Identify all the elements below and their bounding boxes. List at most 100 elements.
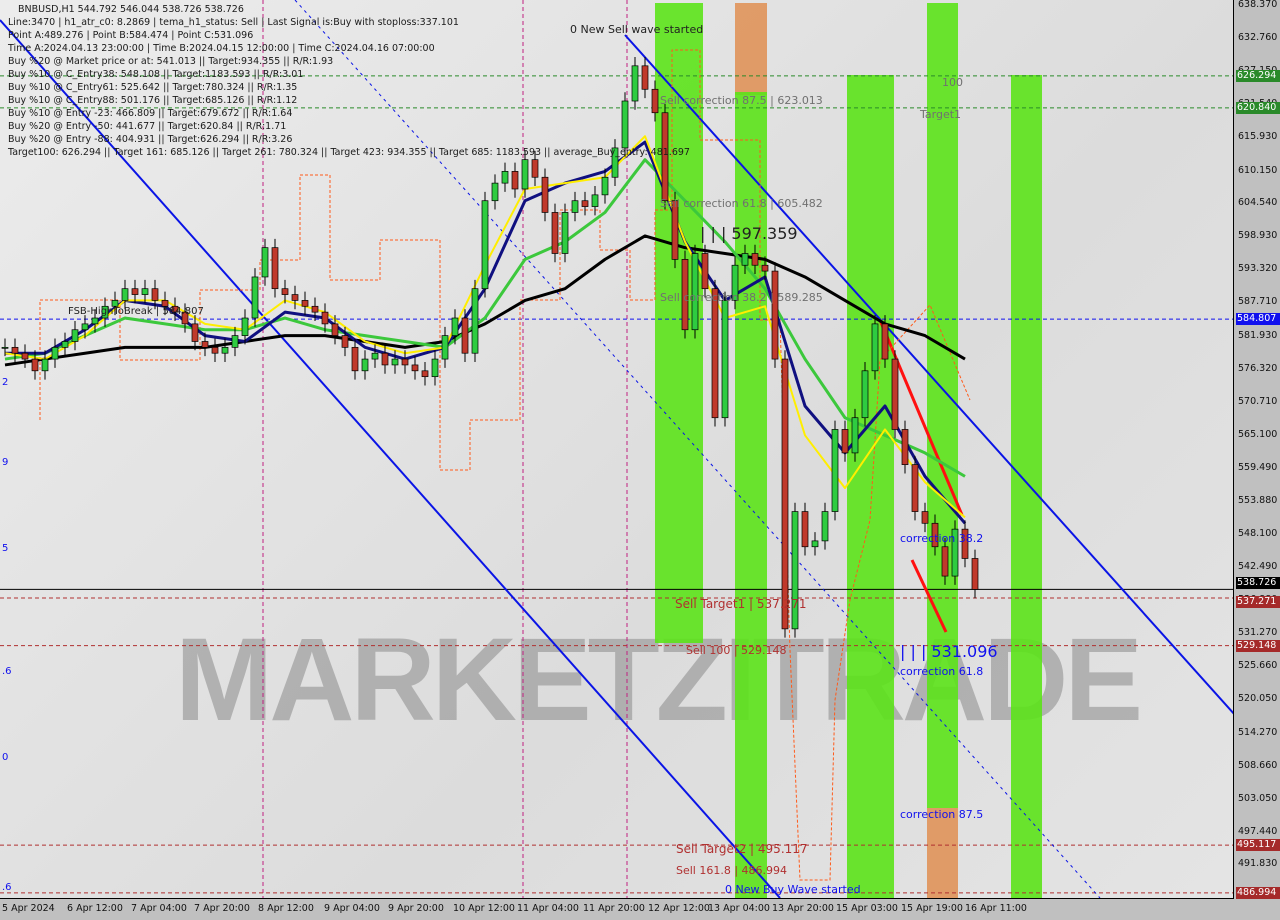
candle-body [121, 288, 129, 301]
candle-body [951, 528, 959, 577]
label-correction-61: correction 61.8 [900, 665, 984, 678]
signal-band [847, 75, 894, 898]
candle-body [151, 288, 159, 301]
price-tag: 537.271 [1236, 595, 1280, 608]
chart-plot-area[interactable]: MARKETZITRADE BNBUSD,H1 544.792 546.044 … [0, 0, 1234, 899]
info-line: Buy %20 @ Market price or at: 541.013 ||… [8, 56, 334, 67]
y-tick-label: 520.050 [1238, 692, 1278, 704]
candle-body [821, 511, 829, 542]
y-tick-label: 565.100 [1238, 428, 1278, 440]
label-sell-correction-87: Sell correction 87.5 | 623.013 [660, 94, 823, 107]
candle-body [471, 288, 479, 354]
label-fsb: FSB-HighToBreak | 584.807 [68, 306, 204, 317]
y-tick-label: 598.930 [1238, 230, 1278, 242]
candle-body [351, 346, 359, 372]
candle-body [241, 317, 249, 336]
candle-body [491, 182, 499, 202]
price-tag: 529.148 [1236, 639, 1280, 652]
wave-line [910, 559, 948, 633]
label-correction-38: correction 38.2 [900, 532, 984, 545]
candle-body [301, 300, 309, 307]
x-tick-label: 13 Apr 04:00 [708, 903, 770, 914]
candle-body [441, 335, 449, 360]
y-tick-label: 615.930 [1238, 130, 1278, 142]
wave-line [878, 319, 964, 516]
candle-body [291, 294, 299, 301]
moving-average-line [4, 158, 966, 478]
candle-body [601, 176, 609, 196]
candle-body [541, 176, 549, 213]
candle-body [161, 300, 169, 307]
x-tick-label: 6 Apr 12:00 [67, 903, 123, 914]
label-new-buy-wave: 0 New Buy Wave started [725, 883, 861, 896]
label-100: 100 [942, 76, 963, 89]
label-sell-correction-38: Sell correction 38.2 | 589.285 [660, 291, 823, 304]
candle-body [671, 200, 679, 260]
y-tick-label: 632.760 [1238, 31, 1278, 43]
y-tick-label: 576.320 [1238, 362, 1278, 374]
y-tick-label: 604.540 [1238, 197, 1278, 209]
candle-body [901, 429, 909, 465]
x-tick-label: 11 Apr 20:00 [583, 903, 645, 914]
x-tick-label: 10 Apr 12:00 [453, 903, 515, 914]
y-tick-label: 638.370 [1238, 0, 1278, 10]
candle-body [771, 270, 779, 360]
candle-body [881, 323, 889, 360]
label-correction-87: correction 87.5 [900, 808, 984, 821]
trend-line-dashed [294, 0, 1101, 898]
candle-body [401, 358, 409, 366]
trend-line [0, 19, 781, 898]
y-tick-label: 531.270 [1238, 627, 1278, 639]
candle-body [281, 288, 289, 295]
candle-body [361, 358, 369, 372]
candle-body [791, 511, 799, 630]
candle-body [521, 159, 529, 190]
candle-body [451, 317, 459, 336]
candle-body [861, 370, 869, 419]
info-line: Buy %20 @ Entry -88: 404.931 || Target:6… [8, 134, 293, 145]
candle-body [731, 264, 739, 301]
y-tick-label: 525.660 [1238, 660, 1278, 672]
x-tick-label: 13 Apr 20:00 [772, 903, 834, 914]
candle-body [21, 352, 29, 360]
edge-label: .6 [2, 882, 12, 893]
label-sell-161: Sell 161.8 | 486.994 [676, 864, 788, 877]
label-sell-correction-61: Sell correction 61.8 | 605.482 [660, 197, 823, 210]
candle-body [811, 540, 819, 548]
candle-body [871, 323, 879, 372]
price-tag: 626.294 [1236, 69, 1280, 82]
signal-band [927, 808, 958, 898]
candle-body [841, 429, 849, 454]
candle-body [71, 329, 79, 342]
label-531: | | | 531.096 [900, 642, 998, 661]
candle-body [941, 546, 949, 577]
candle-body [701, 253, 709, 290]
signal-band [735, 92, 767, 898]
candle-body [721, 300, 729, 419]
y-tick-label: 514.270 [1238, 726, 1278, 738]
y-tick-label: 559.490 [1238, 461, 1278, 473]
x-tick-label: 15 Apr 19:00 [901, 903, 963, 914]
candle-body [831, 429, 839, 512]
info-line: Buy %20 @ Entry -50: 441.677 || Target:6… [8, 121, 287, 132]
info-line: Buy %10 @ C_Entry38: 548.108 || Target:1… [8, 69, 304, 80]
candle-body [551, 212, 559, 254]
candle-body [171, 305, 179, 313]
candle-body [971, 558, 979, 590]
candle-body [961, 528, 969, 559]
candle-body [501, 171, 509, 184]
candle-body [1, 346, 9, 349]
candle-body [51, 346, 59, 360]
candle-body [381, 352, 389, 366]
candle-body [921, 511, 929, 524]
x-tick-label: 9 Apr 04:00 [324, 903, 380, 914]
candle-body [631, 65, 639, 102]
info-line: Line:3470 | h1_atr_c0: 8.2869 | tema_h1_… [8, 17, 459, 28]
candle-body [911, 464, 919, 512]
candle-body [31, 358, 39, 372]
label-sell-100: Sell 100 | 529.148 [686, 644, 787, 657]
candle-body [101, 305, 109, 319]
x-tick-label: 8 Apr 12:00 [258, 903, 314, 914]
candle-body [211, 346, 219, 354]
candle-body [641, 65, 649, 90]
